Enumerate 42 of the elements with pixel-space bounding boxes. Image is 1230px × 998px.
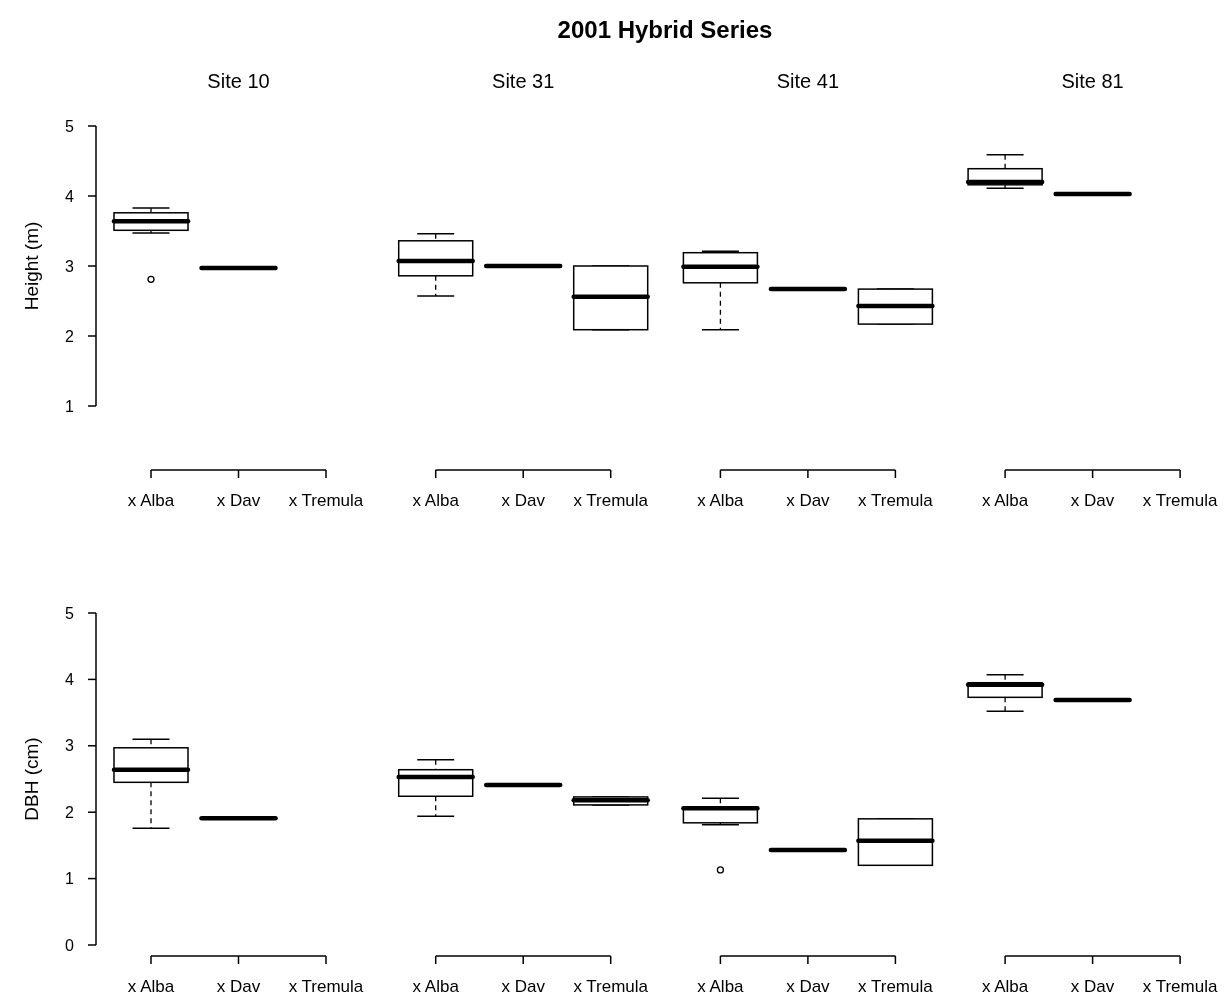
x-tick-label: x Alba [127, 977, 175, 996]
x-tick-label: x Dav [216, 491, 261, 510]
x-tick-label: x Alba [981, 977, 1029, 996]
x-tick-label: x Dav [501, 491, 546, 510]
x-tick-label: x Tremula [858, 491, 934, 510]
y-tick-label: 4 [65, 187, 75, 205]
x-tick-label: x Alba [412, 491, 460, 510]
y-tick-label: 5 [65, 604, 75, 622]
chart-title: Site 41 [776, 70, 840, 92]
y-tick-label: 1 [65, 397, 75, 415]
y-axis-title: DBH (cm) [21, 737, 42, 821]
x-tick-label: x Dav [501, 977, 546, 996]
x-tick-label: x Alba [127, 491, 175, 510]
y-tick-label: 0 [65, 936, 75, 954]
y-tick-label: 2 [65, 803, 75, 821]
y-tick-label: 4 [65, 671, 75, 688]
x-tick-label: x Tremula [1142, 977, 1218, 996]
y-axis-title: Height (m) [21, 221, 42, 311]
x-tick-label: x Alba [412, 977, 460, 996]
x-tick-label: x Alba [981, 491, 1029, 510]
x-tick-label: x Dav [1070, 977, 1115, 996]
y-tick-label: 2 [65, 327, 75, 345]
chart-title: Site 10 [207, 70, 270, 92]
chart-title: Site 81 [1061, 70, 1124, 92]
x-tick-label: x Dav [1070, 491, 1115, 510]
x-tick-label: x Alba [697, 491, 745, 510]
x-tick-label: x Tremula [573, 491, 649, 510]
chart-title: Site 31 [492, 70, 555, 92]
text: 2001 Hybrid Series [557, 16, 773, 43]
y-tick-label: 3 [65, 257, 75, 275]
x-tick-label: x Tremula [288, 977, 364, 996]
x-tick-label: x Dav [216, 977, 261, 996]
x-tick-label: x Tremula [1142, 491, 1218, 510]
x-tick-label: x Dav [786, 491, 831, 510]
x-tick-label: x Tremula [288, 491, 364, 510]
x-tick-label: x Alba [697, 977, 745, 996]
y-tick-label: 3 [65, 737, 75, 755]
x-tick-label: x Tremula [858, 977, 934, 996]
x-tick-label: x Dav [786, 977, 831, 996]
y-tick-label: 5 [65, 117, 75, 135]
x-tick-label: x Tremula [573, 977, 649, 996]
y-tick-label: 1 [65, 870, 75, 888]
